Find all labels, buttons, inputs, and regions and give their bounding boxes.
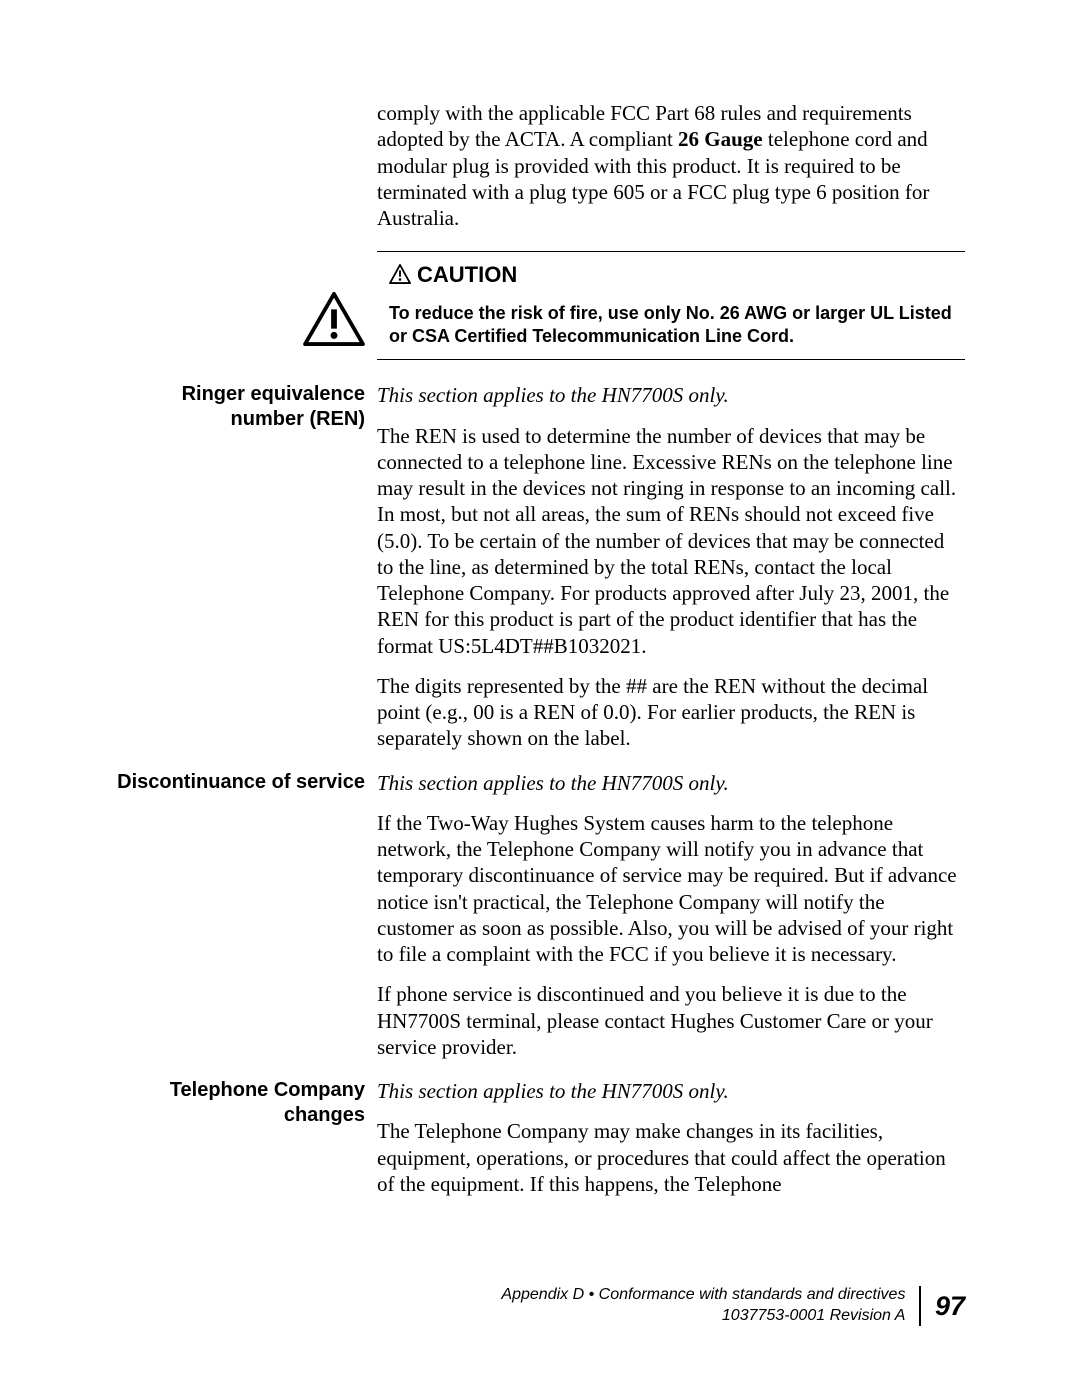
warning-triangle-large-icon [303,292,365,351]
section-ren-label: Ringer equivalence number (REN) [115,382,377,751]
discontinuance-paragraph-1: If the Two-Way Hughes System causes harm… [377,810,965,968]
section-ren-body: This section applies to the HN7700S only… [377,382,965,751]
intro-paragraph: comply with the applicable FCC Part 68 r… [377,100,965,231]
changes-paragraph-1: The Telephone Company may make changes i… [377,1118,965,1197]
caution-body-text: To reduce the risk of fire, use only No.… [389,302,965,347]
caution-block: CAUTION To reduce the risk of fire, use … [115,262,965,351]
warning-triangle-small-icon [389,264,411,286]
document-page: comply with the applicable FCC Part 68 r… [0,0,1080,1197]
section-discontinuance: Discontinuance of service This section a… [115,770,965,1061]
caution-heading: CAUTION [417,262,517,288]
ren-paragraph-1: The REN is used to determine the number … [377,423,965,659]
footer-line-2: 1037753-0001 Revision A [501,1306,905,1327]
footer-line-1: Appendix D • Conformance with standards … [501,1285,905,1306]
section-ren: Ringer equivalence number (REN) This sec… [115,382,965,751]
footer-text-block: Appendix D • Conformance with standards … [501,1285,905,1327]
caution-rule-bottom [377,359,965,360]
caution-rule-top [377,251,965,252]
discontinuance-paragraph-2: If phone service is discontinued and you… [377,981,965,1060]
footer-divider [919,1286,921,1326]
section-changes-label: Telephone Company changes [115,1078,377,1197]
intro-bold: 26 Gauge [678,127,763,151]
footer-page-number: 97 [935,1291,965,1322]
ren-paragraph-2: The digits represented by the ## are the… [377,673,965,752]
section-changes-body: This section applies to the HN7700S only… [377,1078,965,1197]
ren-applies-note: This section applies to the HN7700S only… [377,382,965,408]
section-changes: Telephone Company changes This section a… [115,1078,965,1197]
section-discontinuance-label: Discontinuance of service [115,770,377,1061]
caution-text-column: CAUTION To reduce the risk of fire, use … [383,262,965,347]
discontinuance-applies-note: This section applies to the HN7700S only… [377,770,965,796]
caution-heading-row: CAUTION [389,262,965,288]
changes-applies-note: This section applies to the HN7700S only… [377,1078,965,1104]
page-footer: Appendix D • Conformance with standards … [501,1285,965,1327]
section-discontinuance-body: This section applies to the HN7700S only… [377,770,965,1061]
